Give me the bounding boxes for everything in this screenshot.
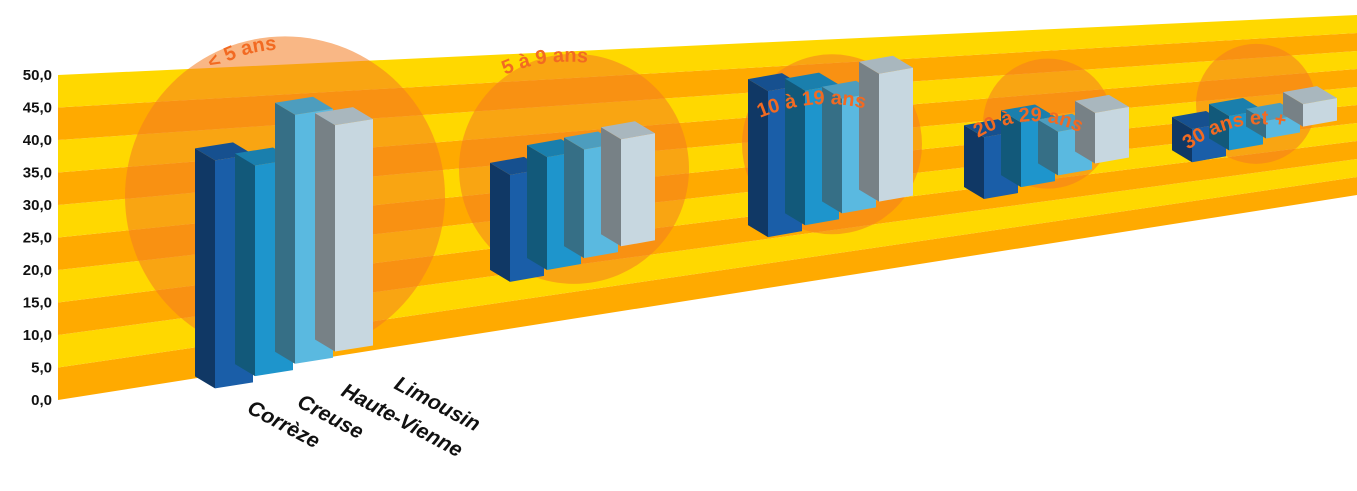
y-tick-label: 20,0 [23,262,52,279]
y-tick-label: 30,0 [23,197,52,214]
y-tick-label: 50,0 [23,67,52,84]
y-tick-label: 40,0 [23,132,52,149]
bars [195,55,1337,389]
y-tick-label: 0,0 [31,392,52,409]
y-tick-label: 10,0 [23,327,52,344]
bar-limousin-3 [1075,94,1129,164]
bar-limousin-2 [859,55,913,202]
band-0 [58,177,1357,400]
y-tick-label: 25,0 [23,230,52,247]
y-axis: 0,0 5,0 10,0 15,0 20,0 25,0 30,0 35,0 40,0 45,0 50… [23,67,52,409]
bar-limousin-1 [601,121,655,247]
y-tick-label: 35,0 [23,165,52,182]
bar-limousin-0 [315,107,373,352]
bar-limousin-4 [1283,86,1337,127]
y-tick-label: 15,0 [23,295,52,312]
y-tick-label: 45,0 [23,100,52,117]
y-tick-label: 5,0 [31,360,52,377]
